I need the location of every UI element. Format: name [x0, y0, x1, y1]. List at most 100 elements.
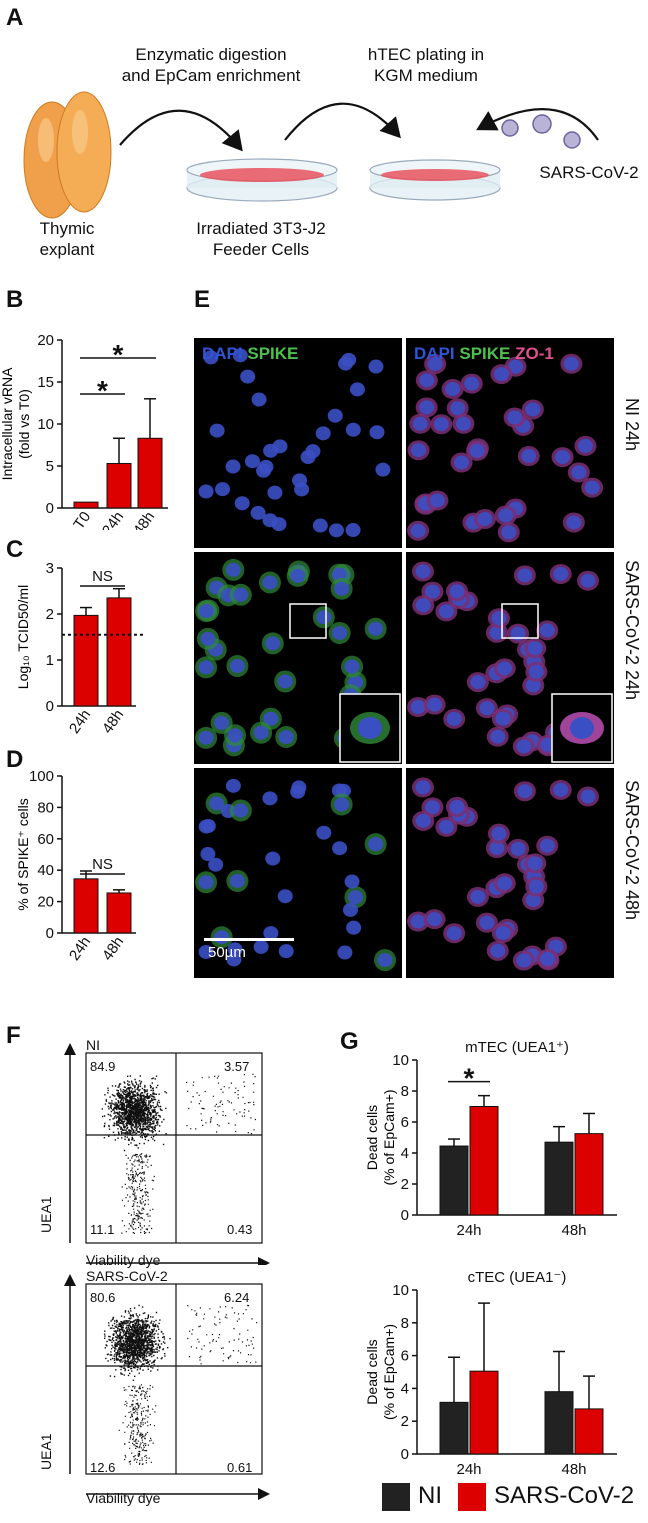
nucleus — [271, 517, 287, 532]
nucleus — [253, 725, 269, 740]
micro-sars24-zo1 — [406, 552, 614, 764]
nucleus — [415, 813, 431, 828]
nucleus — [584, 480, 600, 495]
nucleus — [516, 953, 532, 968]
y-axis-label: % of SPIKE⁺ cells — [15, 798, 31, 910]
nucleus — [510, 841, 526, 856]
x-tick-label: 48h — [130, 509, 158, 530]
nucleus — [429, 493, 445, 508]
nucleus — [527, 856, 543, 871]
row-label-sars24: SARS-CoV-2 24h — [622, 560, 642, 701]
cell-field — [407, 561, 613, 763]
flow-x-label: Viability dye — [86, 1490, 161, 1506]
nucleus — [455, 416, 471, 431]
nucleus — [215, 482, 231, 497]
nucleus — [438, 819, 454, 834]
nucleus — [290, 568, 306, 583]
nucleus — [277, 889, 293, 904]
y-tick-label: 6 — [401, 1348, 409, 1365]
nucleus — [368, 837, 384, 852]
nucleus — [539, 838, 555, 853]
cell-field — [198, 348, 391, 538]
arrow-infection — [476, 108, 599, 141]
nucleus — [410, 523, 426, 538]
nucleus — [198, 604, 214, 619]
nucleus — [200, 847, 216, 862]
nucleus — [225, 459, 241, 474]
y-tick-label: 40 — [37, 862, 54, 879]
plot-frame — [85, 1283, 263, 1475]
nucleus — [501, 525, 517, 540]
nucleus — [563, 356, 579, 371]
y-axis-label: Dead cells (% of EpCam+) — [364, 1089, 397, 1185]
nucleus — [256, 463, 272, 478]
nucleus — [553, 782, 569, 797]
y-tick-label: 8 — [401, 1083, 409, 1100]
nucleus — [525, 678, 541, 693]
nucleus — [278, 730, 294, 745]
nucleus — [495, 711, 511, 726]
nucleus — [571, 465, 587, 480]
schematic-drawing — [23, 91, 599, 219]
nucleus — [497, 661, 513, 676]
nucleus — [332, 841, 348, 856]
y-tick-label: 1 — [46, 652, 54, 669]
nucleus — [377, 953, 393, 968]
nucleus — [438, 604, 454, 619]
bar — [106, 597, 132, 707]
nucleus — [525, 402, 541, 417]
nucleus — [580, 789, 596, 804]
nucleus — [209, 423, 225, 438]
bar — [73, 614, 99, 707]
nucleus — [208, 857, 224, 872]
x-tick-label: T0 — [70, 509, 94, 530]
scale-bar — [204, 938, 294, 941]
nucleus — [470, 889, 486, 904]
quadrant-br: 0.61 — [227, 1460, 253, 1475]
nucleus — [427, 356, 443, 371]
nucleus — [209, 796, 225, 811]
y-axis-label-line: Dead cells — [364, 1339, 380, 1404]
thymus-illustration — [23, 91, 112, 219]
nucleus — [427, 912, 443, 927]
nucleus — [337, 945, 353, 960]
nucleus — [225, 562, 241, 577]
nucleus — [517, 568, 533, 583]
nucleus — [517, 784, 533, 799]
nucleus — [470, 675, 486, 690]
nucleus — [495, 926, 511, 941]
nucleus — [450, 401, 466, 416]
nucleus — [233, 587, 249, 602]
nucleus — [263, 711, 279, 726]
nucleus — [198, 730, 214, 745]
step1-label: Enzymatic digestion and EpCam enrichment — [121, 45, 301, 85]
nucleus — [527, 641, 543, 656]
y-axis-label-line: Intracellular vRNA — [0, 367, 15, 480]
y-axis-label-line: (% of EpCam+) — [381, 1089, 397, 1185]
nucleus — [446, 711, 462, 726]
nucleus — [225, 778, 241, 793]
panel-label-e: E — [194, 286, 211, 313]
nucleus — [198, 819, 214, 834]
quadrant-br: 0.43 — [227, 1222, 253, 1237]
y-tick-label: 20 — [37, 894, 54, 911]
nucleus — [349, 382, 365, 397]
nucleus — [528, 664, 544, 679]
nucleus — [262, 791, 278, 806]
nucleus — [368, 621, 384, 636]
nucleus — [277, 674, 293, 689]
nucleus — [454, 455, 470, 470]
nucleus — [200, 631, 216, 646]
y-axis-label: Dead cells (% of EpCam+) — [364, 1324, 397, 1420]
nucleus — [198, 945, 214, 960]
nucleus — [292, 473, 308, 488]
legend-label-sars: SARS-CoV-2 — [494, 1482, 635, 1509]
nucleus — [267, 485, 283, 500]
nucleus — [553, 566, 569, 581]
dot-plot — [64, 1043, 270, 1265]
panel-label-g: G — [340, 1028, 359, 1055]
x-tick-label: 24h — [66, 934, 94, 964]
y-tick-label: 2 — [401, 1413, 409, 1430]
nucleus — [344, 659, 360, 674]
bar — [469, 1106, 499, 1216]
